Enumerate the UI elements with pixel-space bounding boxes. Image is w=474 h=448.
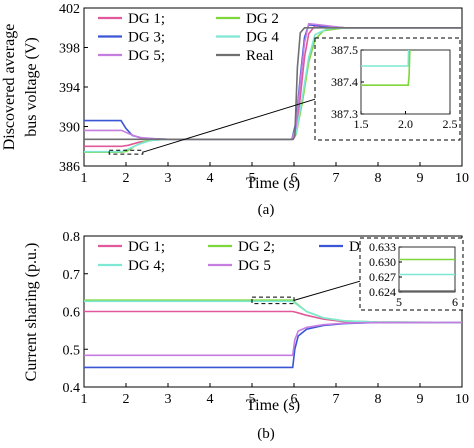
x-tick-label: 9 bbox=[417, 392, 424, 407]
inset-x-tick-label: 2.0 bbox=[398, 117, 413, 131]
legend-entry: DG 4 bbox=[246, 30, 279, 46]
x-tick-label: 1 bbox=[81, 392, 88, 407]
inset-x-tick-label: 1.5 bbox=[354, 117, 369, 131]
panel-label: (b) bbox=[257, 426, 275, 442]
y-tick-label: 402 bbox=[59, 2, 80, 17]
legend-entry: DG 5 bbox=[238, 258, 271, 274]
x-tick-label: 2 bbox=[123, 392, 130, 407]
x-tick-label: 6 bbox=[291, 171, 298, 186]
inset-y-tick-label: 0.630 bbox=[369, 255, 396, 269]
legend-entry: DG 3; bbox=[128, 30, 165, 46]
inset-y-tick-label: 0.624 bbox=[369, 285, 396, 299]
inset-y-tick-label: 0.633 bbox=[369, 240, 396, 254]
inset-series-line-dg-4 bbox=[361, 50, 410, 67]
x-tick-label: 5 bbox=[249, 171, 256, 186]
x-tick-label: 2 bbox=[123, 171, 130, 186]
chart-b: 1 2 3 4 5 6 7 8 9 10 0.4 0.5 0.6 0.7 0.8 Time (s) Curren… bbox=[23, 230, 469, 442]
legend-entry: DG 1; bbox=[128, 239, 165, 255]
x-tick-label: 8 bbox=[375, 392, 382, 407]
series-line-dg-1 bbox=[84, 310, 462, 324]
legend-entry: DG 2 bbox=[246, 11, 279, 27]
zoom-box bbox=[108, 149, 144, 155]
zoom-connector bbox=[142, 98, 316, 153]
inset-frame bbox=[398, 246, 456, 293]
legend-entry: DG 4; bbox=[128, 258, 165, 274]
x-tick-label: 10 bbox=[455, 392, 469, 407]
panel-label: (a) bbox=[258, 202, 275, 218]
inset-y-tick-label: 387.4 bbox=[331, 75, 358, 89]
x-tick-label: 3 bbox=[165, 171, 172, 186]
x-tick-label: 4 bbox=[207, 392, 214, 407]
x-tick-label: 4 bbox=[207, 171, 214, 186]
y-tick-label: 0.5 bbox=[63, 343, 81, 358]
inset-y-tick-label: 387.5 bbox=[331, 43, 358, 57]
y-tick-label: 0.6 bbox=[63, 306, 81, 321]
x-tick-label: 7 bbox=[333, 171, 340, 186]
inset-x-tick-label: 2.5 bbox=[443, 117, 458, 131]
y-axis-label: bus voltage (V) bbox=[23, 37, 40, 137]
inset-x-tick-label: 5 bbox=[396, 295, 402, 309]
x-axis-label: Time (s) bbox=[246, 397, 300, 414]
series-line-dg-5 bbox=[84, 321, 462, 357]
chart-a: 1 2 3 4 5 6 7 8 9 10 386 390 394 398 402 Time (s) Discov… bbox=[1, 2, 469, 218]
x-tick-label: 6 bbox=[291, 392, 298, 407]
x-tick-label: 9 bbox=[417, 171, 424, 186]
x-tick-label: 3 bbox=[165, 392, 172, 407]
y-tick-label: 0.4 bbox=[63, 381, 81, 396]
x-tick-label: 10 bbox=[455, 171, 469, 186]
y-axis-label: Discovered average bbox=[1, 24, 18, 151]
series-line-dg-3 bbox=[84, 321, 462, 369]
y-tick-label: 398 bbox=[59, 42, 80, 57]
inset-x-tick-label: 6 bbox=[452, 295, 458, 309]
x-tick-label: 7 bbox=[333, 392, 340, 407]
y-axis-label: Current sharing (p.u.) bbox=[23, 243, 40, 382]
x-tick-label: 1 bbox=[81, 171, 88, 186]
inset-dashed-border bbox=[314, 37, 461, 141]
inset-series-line-dg-2 bbox=[361, 50, 411, 86]
y-tick-label: 386 bbox=[59, 160, 80, 175]
zoom-connector bbox=[293, 280, 361, 301]
x-tick-label: 8 bbox=[375, 171, 382, 186]
x-axis-label: Time (s) bbox=[246, 175, 300, 192]
series-line-dg-5 bbox=[84, 22, 462, 141]
legend-entry: DG 2; bbox=[238, 239, 275, 255]
series-line-real bbox=[84, 26, 462, 141]
inset-y-tick-label: 387.3 bbox=[331, 107, 358, 121]
legend-entry: DG 5; bbox=[128, 48, 165, 64]
y-tick-label: 394 bbox=[59, 81, 80, 96]
legend-entry: DG 1; bbox=[128, 11, 165, 27]
y-tick-label: 0.7 bbox=[63, 268, 81, 283]
y-tick-label: 0.8 bbox=[63, 230, 81, 245]
inset-y-tick-label: 0.627 bbox=[369, 270, 396, 284]
y-tick-label: 390 bbox=[59, 121, 80, 136]
x-tick-label: 5 bbox=[249, 392, 256, 407]
legend-entry: Real bbox=[246, 48, 274, 64]
